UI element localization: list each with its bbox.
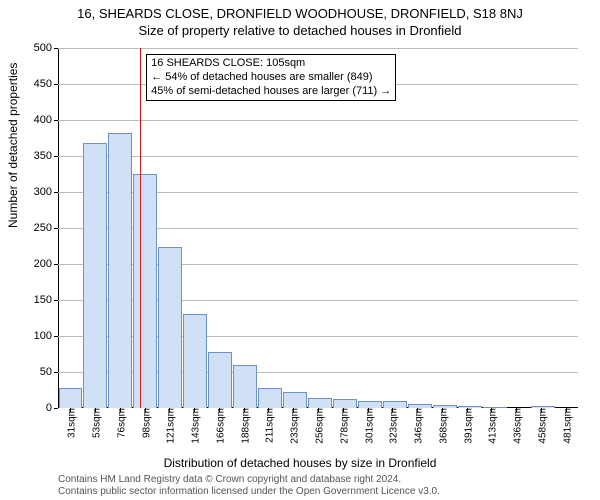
annotation-line3: 45% of semi-detached houses are larger (…	[151, 85, 391, 99]
y-tick-label: 200	[34, 258, 58, 270]
x-tick-label: 256sqm	[311, 408, 326, 444]
credit-line-1: Contains HM Land Registry data © Crown c…	[58, 474, 600, 486]
x-tick-label: 233sqm	[286, 408, 301, 444]
x-tick-label: 121sqm	[162, 408, 177, 444]
x-tick-label: 98sqm	[137, 408, 152, 438]
x-tick-label: 323sqm	[385, 408, 400, 444]
chart-container: 16, SHEARDS CLOSE, DRONFIELD WOODHOUSE, …	[0, 0, 600, 500]
histogram-bar	[308, 398, 332, 408]
x-tick-label: 211sqm	[261, 408, 276, 443]
histogram-bar	[333, 399, 357, 408]
x-axis-label: Distribution of detached houses by size …	[0, 456, 600, 470]
x-tick-label: 76sqm	[112, 408, 127, 438]
histogram-bar	[133, 174, 157, 408]
y-tick-label: 150	[34, 294, 58, 306]
marker-line	[140, 48, 141, 408]
x-tick-label: 346sqm	[410, 408, 425, 444]
histogram-bar	[233, 365, 257, 408]
annotation-line2: ← 54% of detached houses are smaller (84…	[151, 71, 391, 85]
credit-line-2: Contains public sector information licen…	[58, 486, 600, 498]
histogram-bar	[108, 133, 132, 408]
x-tick-label: 143sqm	[187, 408, 202, 444]
plot-area: 05010015020025030035040045050031sqm53sqm…	[58, 48, 578, 408]
y-tick-label: 400	[34, 114, 58, 126]
histogram-bar	[59, 388, 83, 408]
y-tick-label: 0	[46, 402, 58, 414]
y-axis-label: Number of detached properties	[6, 63, 20, 228]
x-tick-label: 413sqm	[484, 408, 499, 444]
histogram-bar	[258, 388, 282, 408]
histogram-bar	[158, 247, 182, 408]
y-tick-label: 300	[34, 186, 58, 198]
y-tick-label: 250	[34, 222, 58, 234]
histogram-bar	[358, 401, 382, 408]
histogram-bar	[83, 143, 107, 408]
x-tick-label: 188sqm	[236, 408, 251, 444]
y-tick-label: 50	[40, 366, 58, 378]
x-tick-label: 368sqm	[434, 408, 449, 444]
y-tick-label: 350	[34, 150, 58, 162]
y-tick-label: 500	[34, 42, 58, 54]
title-address: 16, SHEARDS CLOSE, DRONFIELD WOODHOUSE, …	[0, 0, 600, 21]
x-tick-label: 166sqm	[211, 408, 226, 444]
title-subtitle: Size of property relative to detached ho…	[0, 21, 600, 38]
x-tick-label: 53sqm	[88, 408, 103, 438]
annotation-line1: 16 SHEARDS CLOSE: 105sqm	[151, 57, 391, 71]
bars-group	[58, 48, 578, 408]
histogram-bar	[383, 401, 407, 408]
annotation-box: 16 SHEARDS CLOSE: 105sqm← 54% of detache…	[146, 54, 396, 101]
histogram-bar	[208, 352, 232, 408]
x-tick-label: 458sqm	[533, 408, 548, 444]
x-tick-label: 278sqm	[335, 408, 350, 444]
x-tick-label: 391sqm	[459, 408, 474, 444]
x-tick-label: 436sqm	[509, 408, 524, 444]
x-tick-label: 301sqm	[360, 408, 375, 444]
y-tick-label: 450	[34, 78, 58, 90]
histogram-bar	[183, 314, 207, 408]
y-tick-label: 100	[34, 330, 58, 342]
x-tick-label: 481sqm	[558, 408, 573, 444]
credits: Contains HM Land Registry data © Crown c…	[0, 474, 600, 498]
histogram-bar	[283, 392, 307, 408]
x-tick-label: 31sqm	[63, 408, 78, 438]
